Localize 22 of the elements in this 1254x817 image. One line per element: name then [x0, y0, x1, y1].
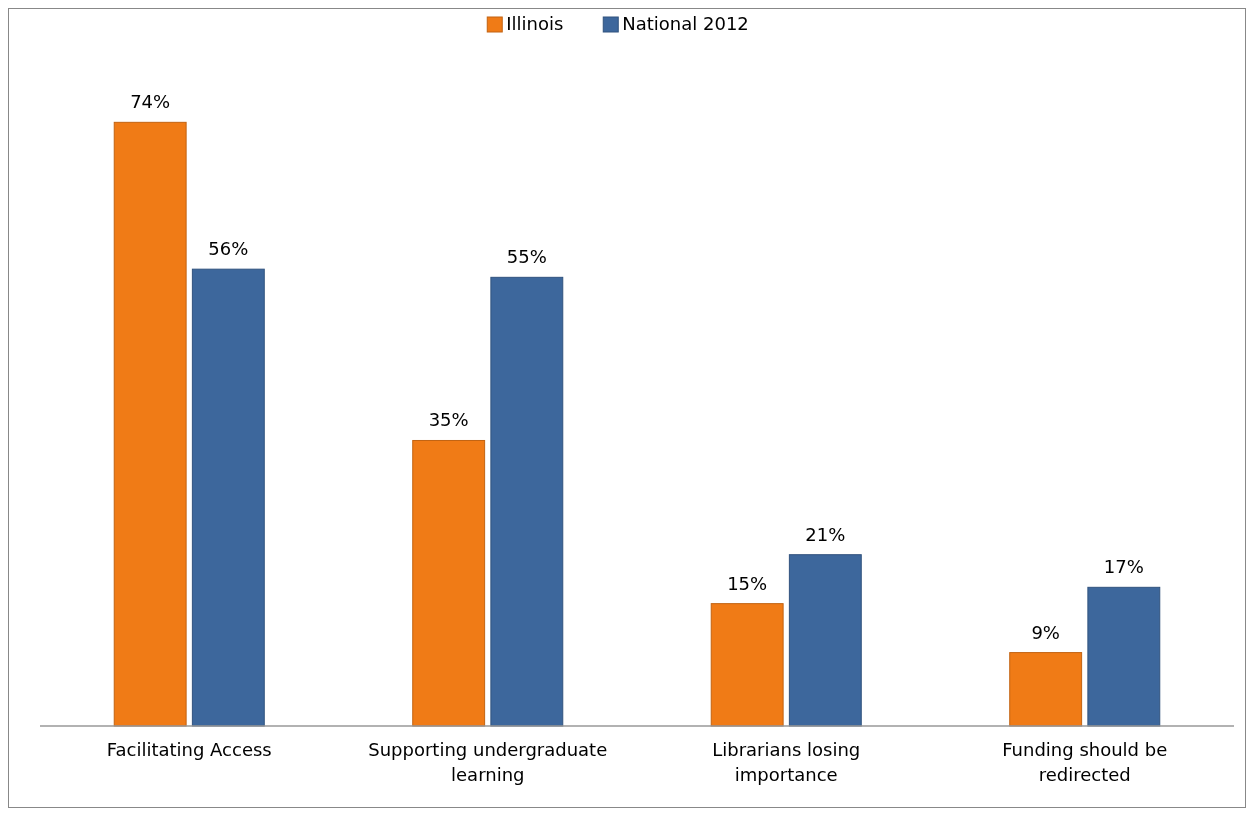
x-tick-label: Facilitating Access [106, 739, 272, 760]
bar [490, 276, 564, 727]
bar [1087, 586, 1161, 727]
legend-label: Illinois [506, 13, 564, 34]
data-label: 21% [805, 523, 846, 545]
bar [191, 268, 265, 727]
bar [412, 439, 486, 727]
bar [710, 603, 784, 727]
bar [113, 121, 187, 727]
x-tick-label: Funding should be redirected [1002, 739, 1168, 785]
x-tick-label: Supporting undergraduate learning [368, 739, 608, 785]
data-label: 56% [208, 238, 249, 260]
legend-label: National 2012 [622, 13, 749, 34]
data-label: 9% [1031, 621, 1060, 643]
data-label: 74% [130, 91, 171, 113]
data-label: 15% [727, 572, 768, 594]
data-label: 35% [428, 409, 469, 431]
x-tick-label: Librarians losing importance [712, 739, 861, 785]
bar [1009, 652, 1083, 727]
bar [788, 554, 862, 727]
data-label: 55% [506, 246, 547, 268]
data-label: 17% [1103, 556, 1144, 578]
